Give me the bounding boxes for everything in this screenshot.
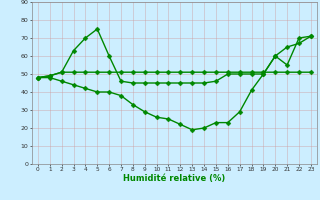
X-axis label: Humidité relative (%): Humidité relative (%) [123, 174, 226, 183]
